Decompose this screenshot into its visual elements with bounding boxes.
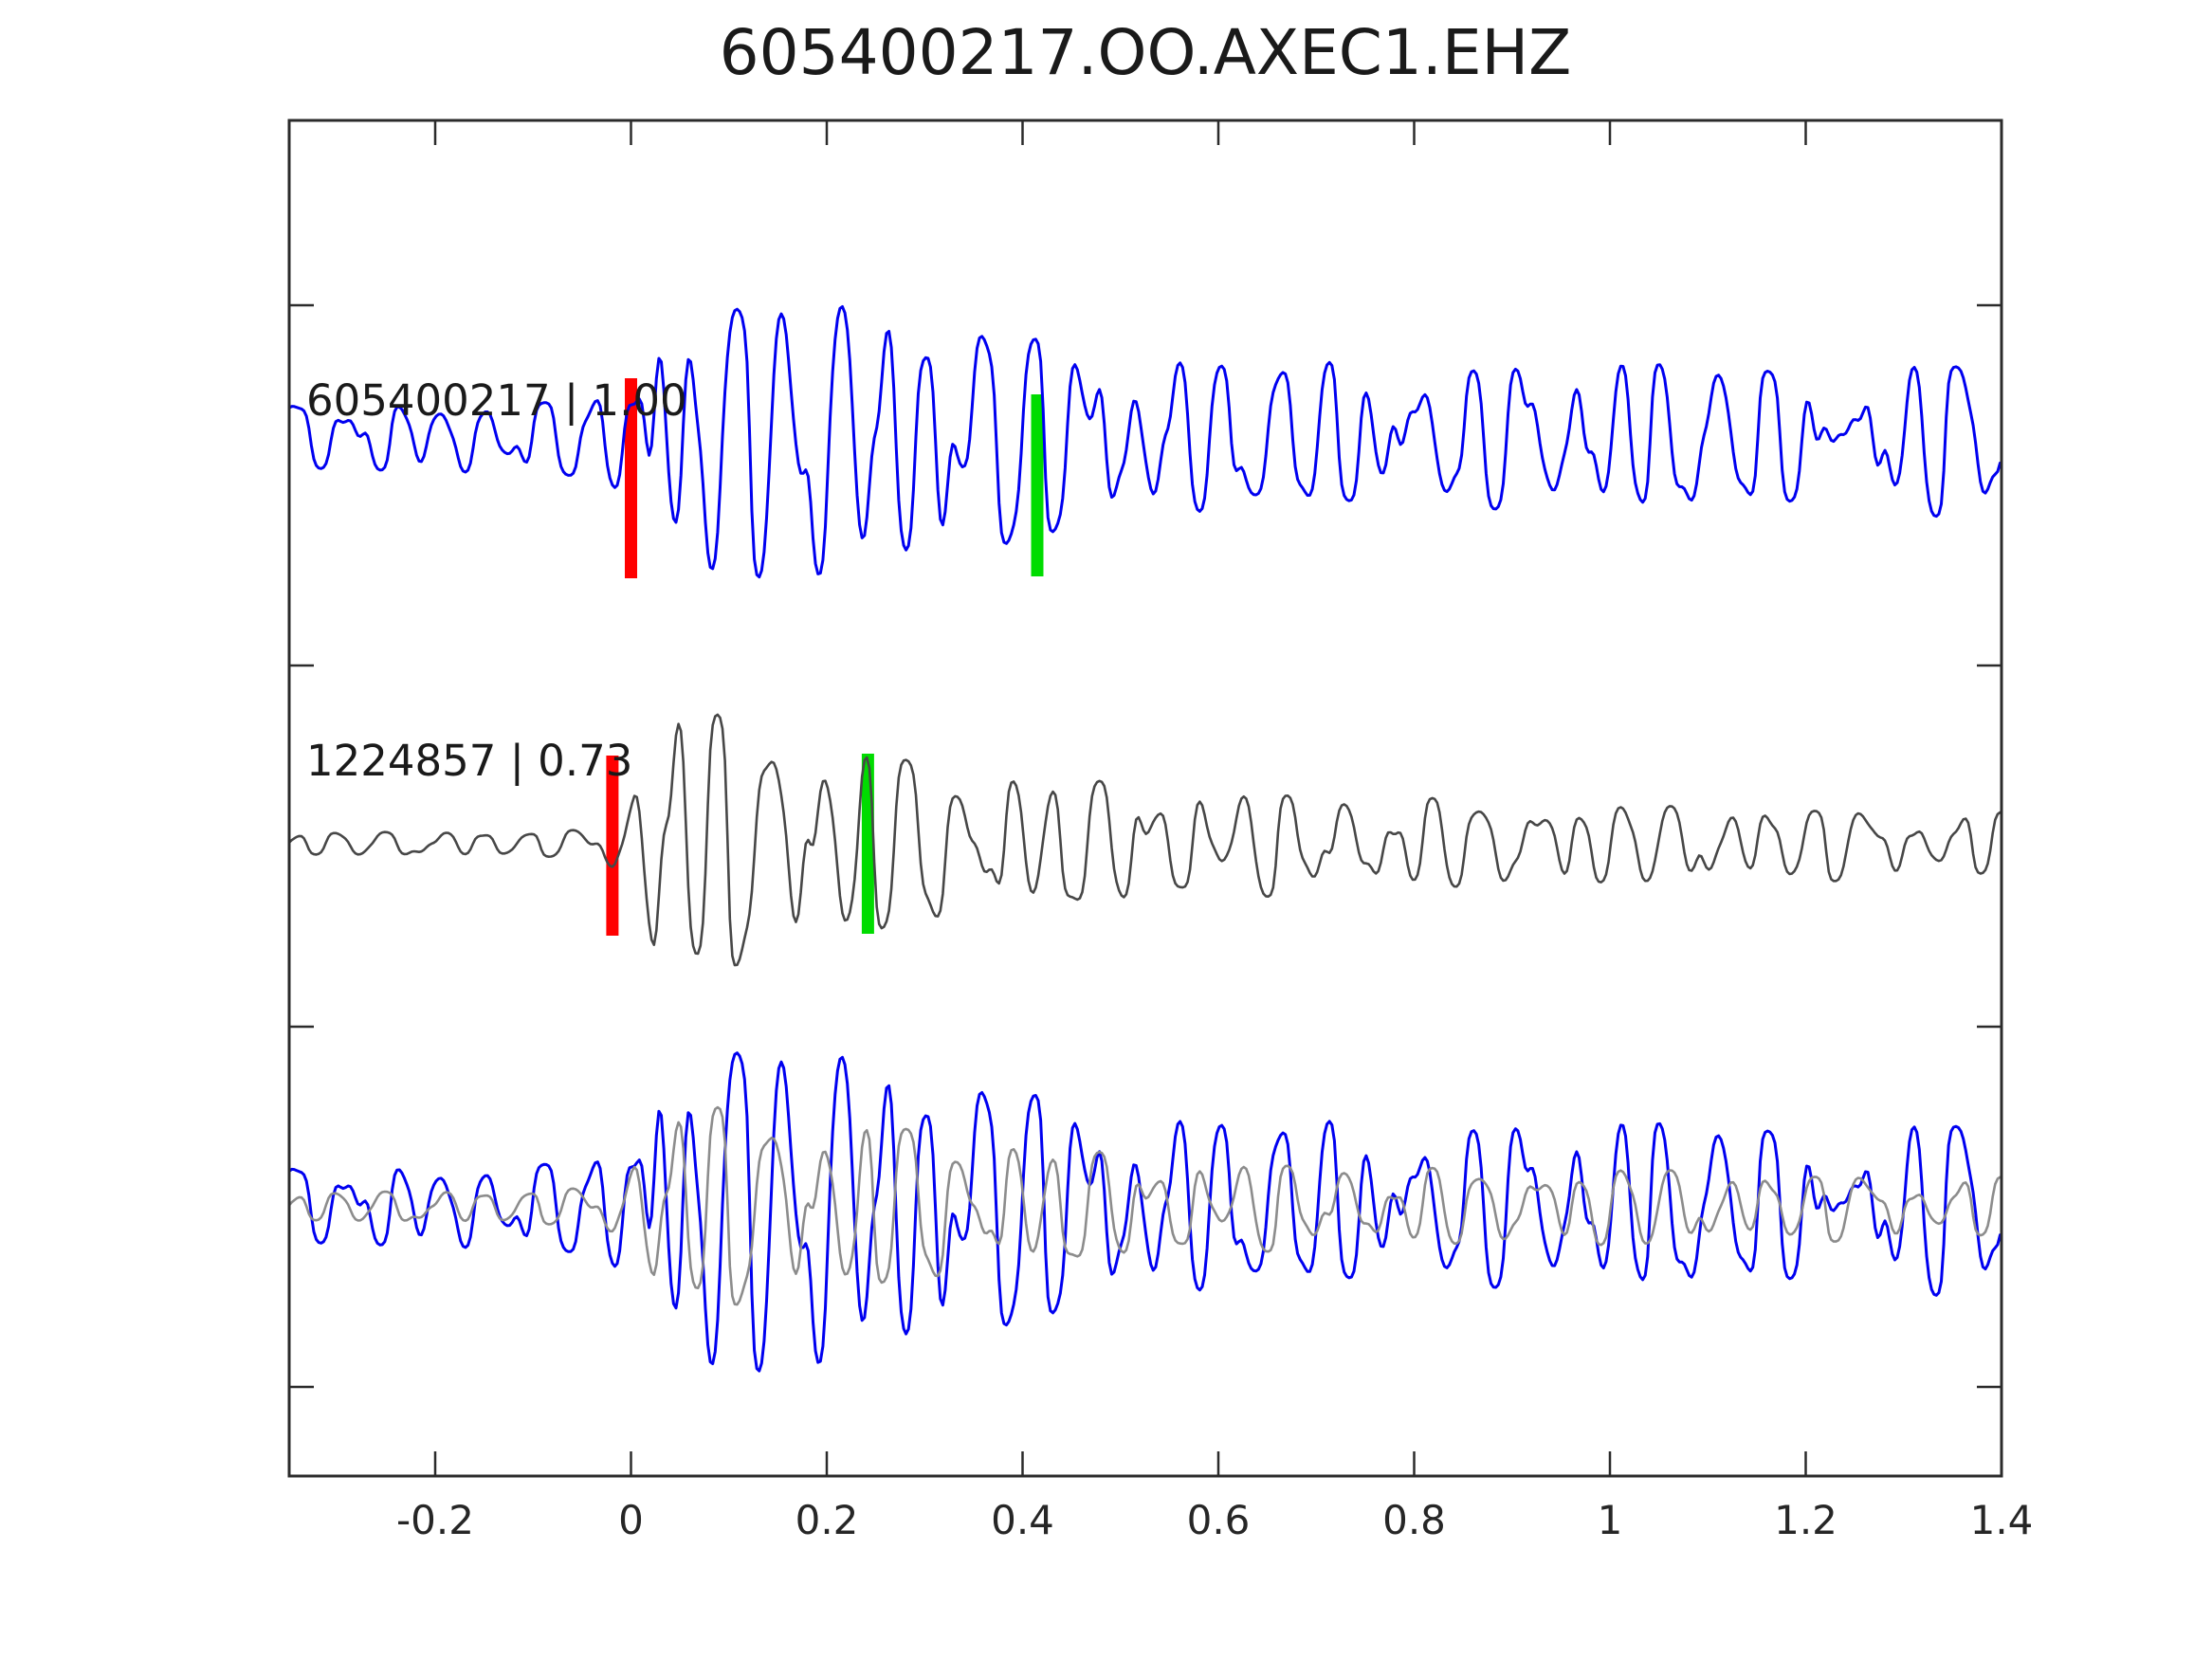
- x-tick-label-0.8: 0.8: [1382, 1497, 1446, 1543]
- trace-label-reference: 605400217 | 1.00: [306, 375, 687, 426]
- trace-candidate: [288, 713, 2002, 967]
- x-tick-label-0.2: 0.2: [795, 1497, 859, 1543]
- x-tick-label-0: 0: [618, 1497, 644, 1543]
- original-pick-marker-reference: [625, 378, 637, 578]
- axes-spines: [287, 118, 2003, 1478]
- axis: [287, 118, 2003, 1478]
- pick-markers: [606, 378, 1044, 936]
- trace-overlay-candidate: [288, 1105, 2002, 1306]
- traces: [288, 305, 2002, 1373]
- trace-label-candidate: 1224857 | 0.73: [306, 736, 632, 786]
- x-tick-label-1: 1: [1598, 1497, 1623, 1543]
- original-pick-marker-candidate: [606, 756, 619, 936]
- labels: -0.2 0 0.2 0.4 0.6 0.8 1 1.2 1.4 605400217 | 1.00…: [306, 375, 2033, 1543]
- corrected-pick-marker-reference: [1031, 394, 1044, 576]
- x-tick-label-0.6: 0.6: [1187, 1497, 1251, 1543]
- x-tick-label-1.2: 1.2: [1774, 1497, 1837, 1543]
- trace-overlay-reference: [288, 1051, 2002, 1373]
- trace-reference: [288, 305, 2002, 579]
- corrected-pick-marker-candidate: [861, 754, 874, 934]
- x-tick-label-1.4: 1.4: [1970, 1497, 2034, 1543]
- plot-title: 605400217.OO.AXEC1.EHZ: [720, 16, 1572, 89]
- x-tick-label--0.2: -0.2: [396, 1497, 474, 1543]
- x-tick-label-0.4: 0.4: [991, 1497, 1054, 1543]
